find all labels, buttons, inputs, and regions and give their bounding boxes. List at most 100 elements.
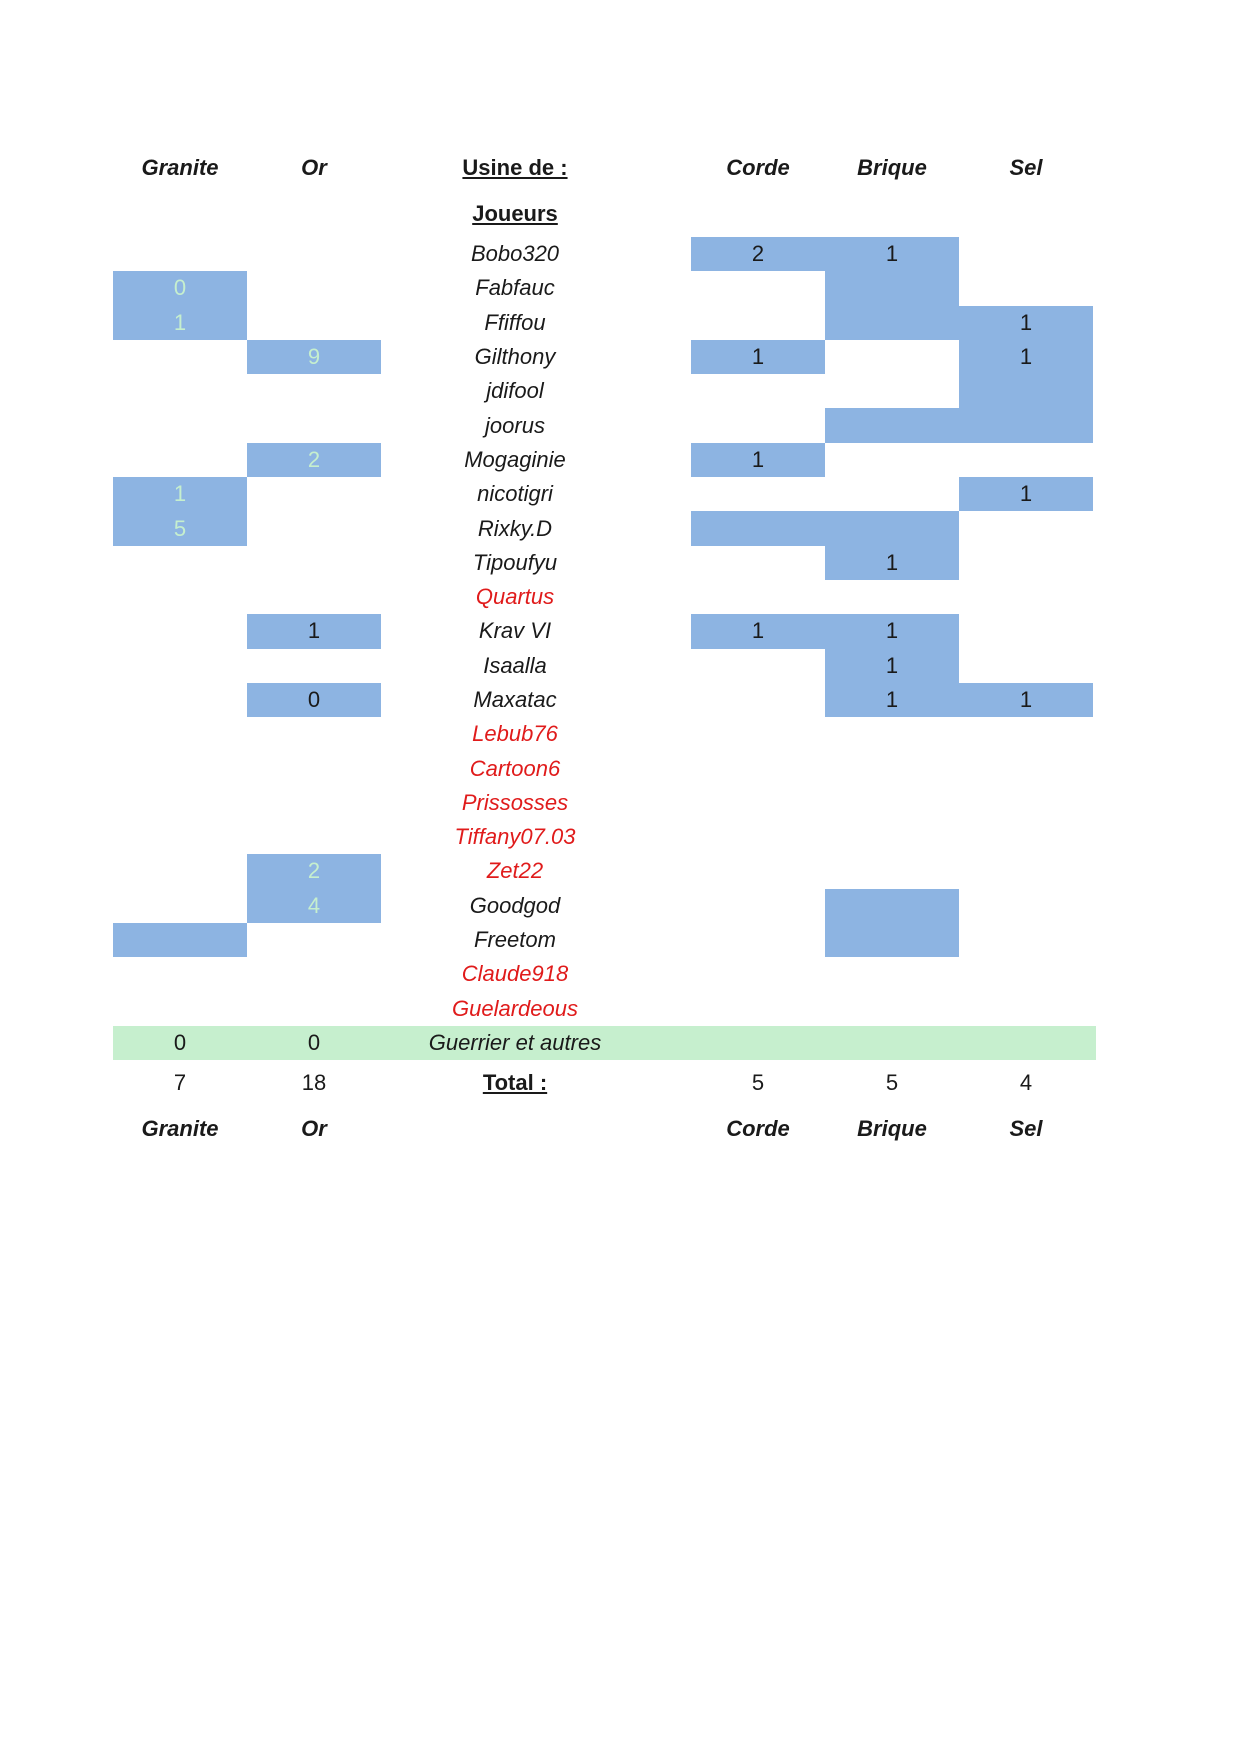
cell-granite [113,649,247,683]
cell-or [247,751,381,785]
player-row: Claude918 [113,957,1096,991]
cell-granite [113,340,247,374]
cell-corde [691,649,825,683]
cell-corde [691,271,825,305]
cell-corde [691,889,825,923]
cell-granite [113,408,247,442]
cell-sel [959,580,1093,614]
cell-or: 0 [247,682,381,718]
cell-corde [691,511,825,546]
cell-corde [691,408,825,442]
cell-sel [959,614,1093,648]
player-name: Quartus [475,584,555,610]
cell-sel [959,889,1093,923]
cell-granite [113,683,247,717]
total-brique: 5 [885,1070,899,1096]
player-row: 4 Goodgod [113,888,1096,923]
cell-granite [113,374,247,408]
cell-corde [691,683,825,717]
cell-corde [691,374,825,408]
player-row: 1 Tipoufyu [113,545,1096,580]
cell-or [247,992,381,1026]
player-name: Guelardeous [452,995,578,1021]
player-name: Krav VI [478,618,552,644]
player-name: Gilthony [474,344,556,370]
player-name: Freetom [474,927,556,953]
cell-granite [113,854,247,888]
cell-corde [691,546,825,580]
cell-corde: 1 [691,442,825,478]
player-name: Mogaginie [464,446,566,472]
cell-sel [959,408,1093,443]
cell-sel [959,546,1093,580]
cell-corde [691,786,825,820]
cell-granite [113,889,247,923]
player-name: Lebub76 [472,721,558,747]
cell-brique: 1 [825,648,959,683]
cell-brique [825,717,959,751]
cell-sel [959,786,1093,820]
cell-brique [825,477,959,511]
cell-or [247,546,381,580]
cell-sel [959,820,1093,854]
player-row: Quartus [113,580,1096,614]
player-row: Prissosses [113,786,1096,820]
cell-brique [825,443,959,477]
cell-brique [825,751,959,785]
cell-or [247,477,381,511]
subheader-row: Joueurs [113,191,1096,237]
header-row: Granite Or Usine de : Corde Brique Sel [113,145,1096,191]
player-row: jdifool [113,374,1096,409]
cell-sel [959,751,1093,785]
total-label: Total : [482,1070,548,1096]
footer-header-row: Granite Or Corde Brique Sel [113,1106,1096,1152]
cell-brique [825,511,959,546]
cell-corde [691,923,825,957]
cell-brique: 1 [825,682,959,718]
guerrier-row: 0 0 Guerrier et autres [113,1025,1096,1061]
cell-or: 2 [247,854,381,889]
cell-sel: 1 [959,339,1093,375]
cell-or [247,306,381,340]
player-row: Guelardeous [113,992,1096,1026]
cell-or: 4 [247,888,381,923]
player-row: 1 1 Ffiffou [113,305,1096,340]
cell-granite [113,786,247,820]
footer-brique: Brique [857,1116,927,1142]
cell-or [247,511,381,545]
cell-sel [959,511,1093,545]
total-granite: 7 [173,1070,187,1096]
cell-brique [825,580,959,614]
cell-sel [959,923,1093,957]
cell-brique: 1 [825,614,959,649]
cell-or [247,820,381,854]
cell-sel [959,992,1093,1026]
cell-sel [959,717,1093,751]
cell-brique [825,786,959,820]
cell-brique: 1 [825,545,959,580]
cell-sel: 1 [959,477,1093,512]
player-name: Rixky.D [477,515,553,541]
player-name: joorus [485,412,545,438]
cell-corde [691,717,825,751]
footer-granite: Granite [141,1116,219,1142]
guerrier-or: 0 [307,1029,321,1055]
col-header-granite: Granite [141,155,219,180]
player-rows: 2 1 Bobo320 0 Fabfauc 1 1 Ffiffou 9 1 1 Gilthony jdi… [113,237,1096,1026]
cell-brique [825,957,959,991]
cell-corde [691,854,825,888]
cell-brique: 1 [825,237,959,272]
cell-or [247,580,381,614]
footer-corde: Corde [726,1116,790,1142]
player-row: Freetom [113,922,1096,958]
cell-corde: 1 [691,614,825,649]
player-name: Isaalla [483,652,547,678]
joueurs-header: Joueurs [472,201,558,226]
cell-granite [113,580,247,614]
cell-or [247,923,381,957]
cell-granite [113,717,247,751]
player-name: nicotigri [477,481,553,507]
cell-brique [825,271,959,306]
cell-granite [113,922,247,958]
cell-corde [691,751,825,785]
